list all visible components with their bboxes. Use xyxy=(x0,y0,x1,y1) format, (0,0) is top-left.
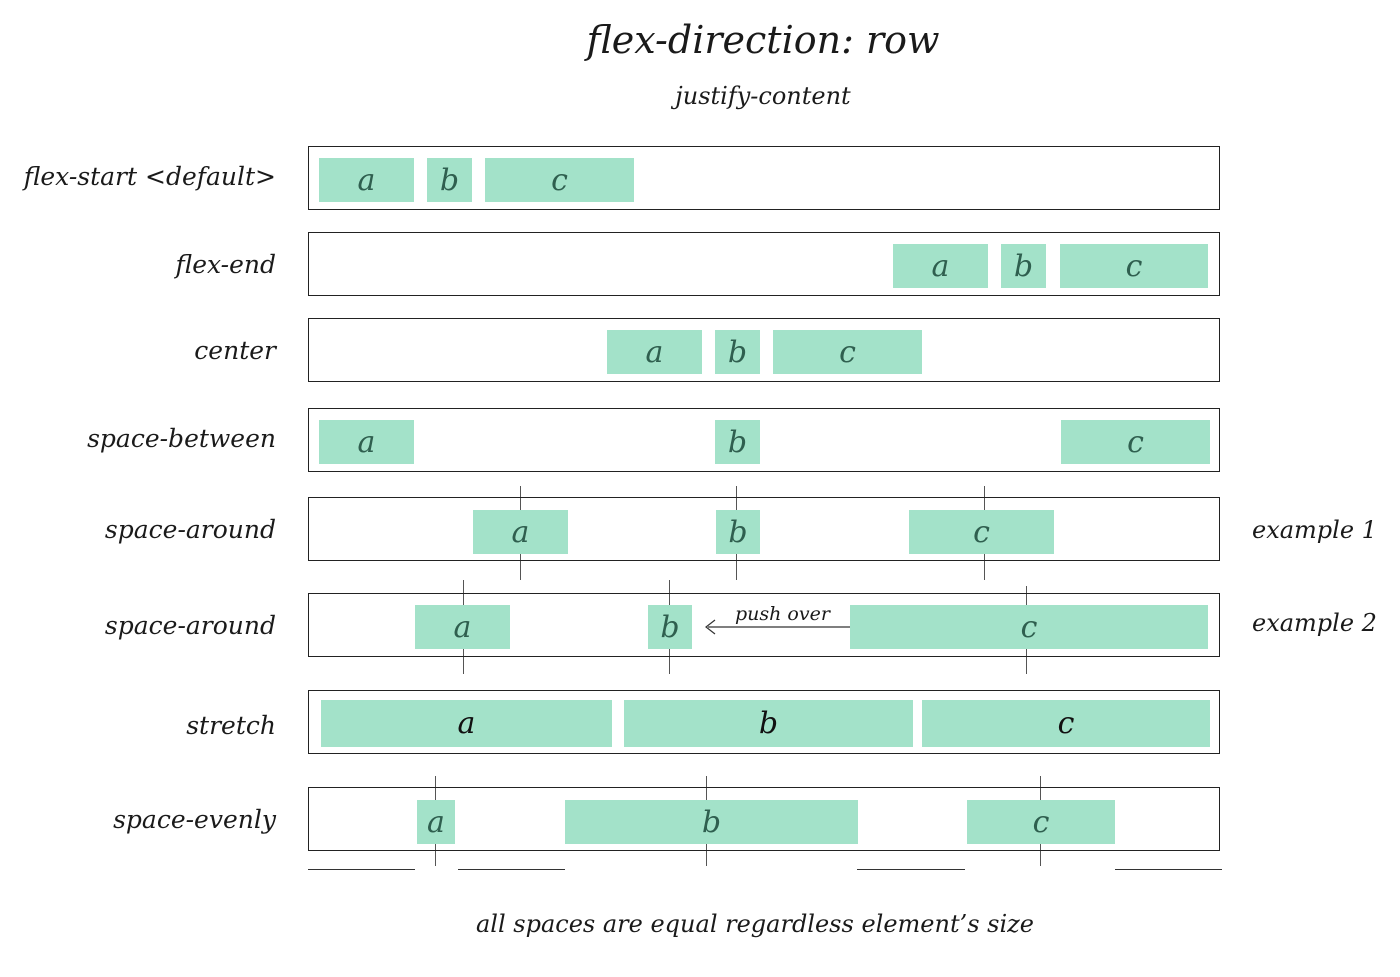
row-label-stretch: stretch xyxy=(186,711,276,740)
row-label-space-around-2: space-around xyxy=(104,611,276,640)
item-c: c xyxy=(485,158,634,202)
item-c: c xyxy=(850,605,1208,649)
item-b: b xyxy=(427,158,472,202)
item-b: b xyxy=(624,700,913,747)
item-b: b xyxy=(715,330,760,374)
container-flex-start: a b c xyxy=(308,146,1220,210)
item-c: c xyxy=(909,510,1054,554)
container-space-around-1: a b c xyxy=(308,497,1220,561)
item-c: c xyxy=(967,800,1115,844)
item-b: b xyxy=(648,605,692,649)
item-a: a xyxy=(417,800,455,844)
item-b: b xyxy=(565,800,858,844)
item-a: a xyxy=(321,700,612,747)
item-b: b xyxy=(716,510,760,554)
gap-indicator xyxy=(857,869,965,870)
diagram-subtitle: justify-content xyxy=(675,82,851,110)
container-stretch: a b c xyxy=(308,690,1220,754)
item-a: a xyxy=(473,510,568,554)
item-c: c xyxy=(1061,420,1210,464)
item-b: b xyxy=(1001,244,1046,288)
container-space-between: a b c xyxy=(308,408,1220,472)
item-c: c xyxy=(922,700,1210,747)
side-label-example-1: example 1 xyxy=(1252,516,1377,544)
push-over-annotation: push over xyxy=(735,603,830,625)
side-label-example-2: example 2 xyxy=(1252,609,1377,637)
item-a: a xyxy=(319,420,414,464)
row-label-flex-start: flex-start <default> xyxy=(23,162,276,191)
gap-indicator xyxy=(308,869,415,870)
item-b: b xyxy=(715,420,760,464)
gap-indicator xyxy=(1115,869,1222,870)
diagram-title: flex-direction: row xyxy=(586,18,940,62)
item-a: a xyxy=(415,605,510,649)
item-a: a xyxy=(893,244,988,288)
row-label-space-evenly: space-evenly xyxy=(113,805,276,834)
row-label-space-between: space-between xyxy=(87,424,276,453)
push-over-arrow xyxy=(705,619,850,635)
container-space-evenly: a b c xyxy=(308,787,1220,851)
footnote: all spaces are equal regardless element’… xyxy=(476,910,1034,938)
container-center: a b c xyxy=(308,318,1220,382)
container-space-around-2: a b c xyxy=(308,593,1220,657)
item-c: c xyxy=(1060,244,1208,288)
container-flex-end: a b c xyxy=(308,232,1220,296)
row-label-space-around-1: space-around xyxy=(104,515,276,544)
row-label-center: center xyxy=(194,336,276,365)
gap-indicator xyxy=(458,869,565,870)
row-label-flex-end: flex-end xyxy=(175,250,276,279)
item-a: a xyxy=(607,330,702,374)
item-c: c xyxy=(773,330,922,374)
item-a: a xyxy=(319,158,414,202)
